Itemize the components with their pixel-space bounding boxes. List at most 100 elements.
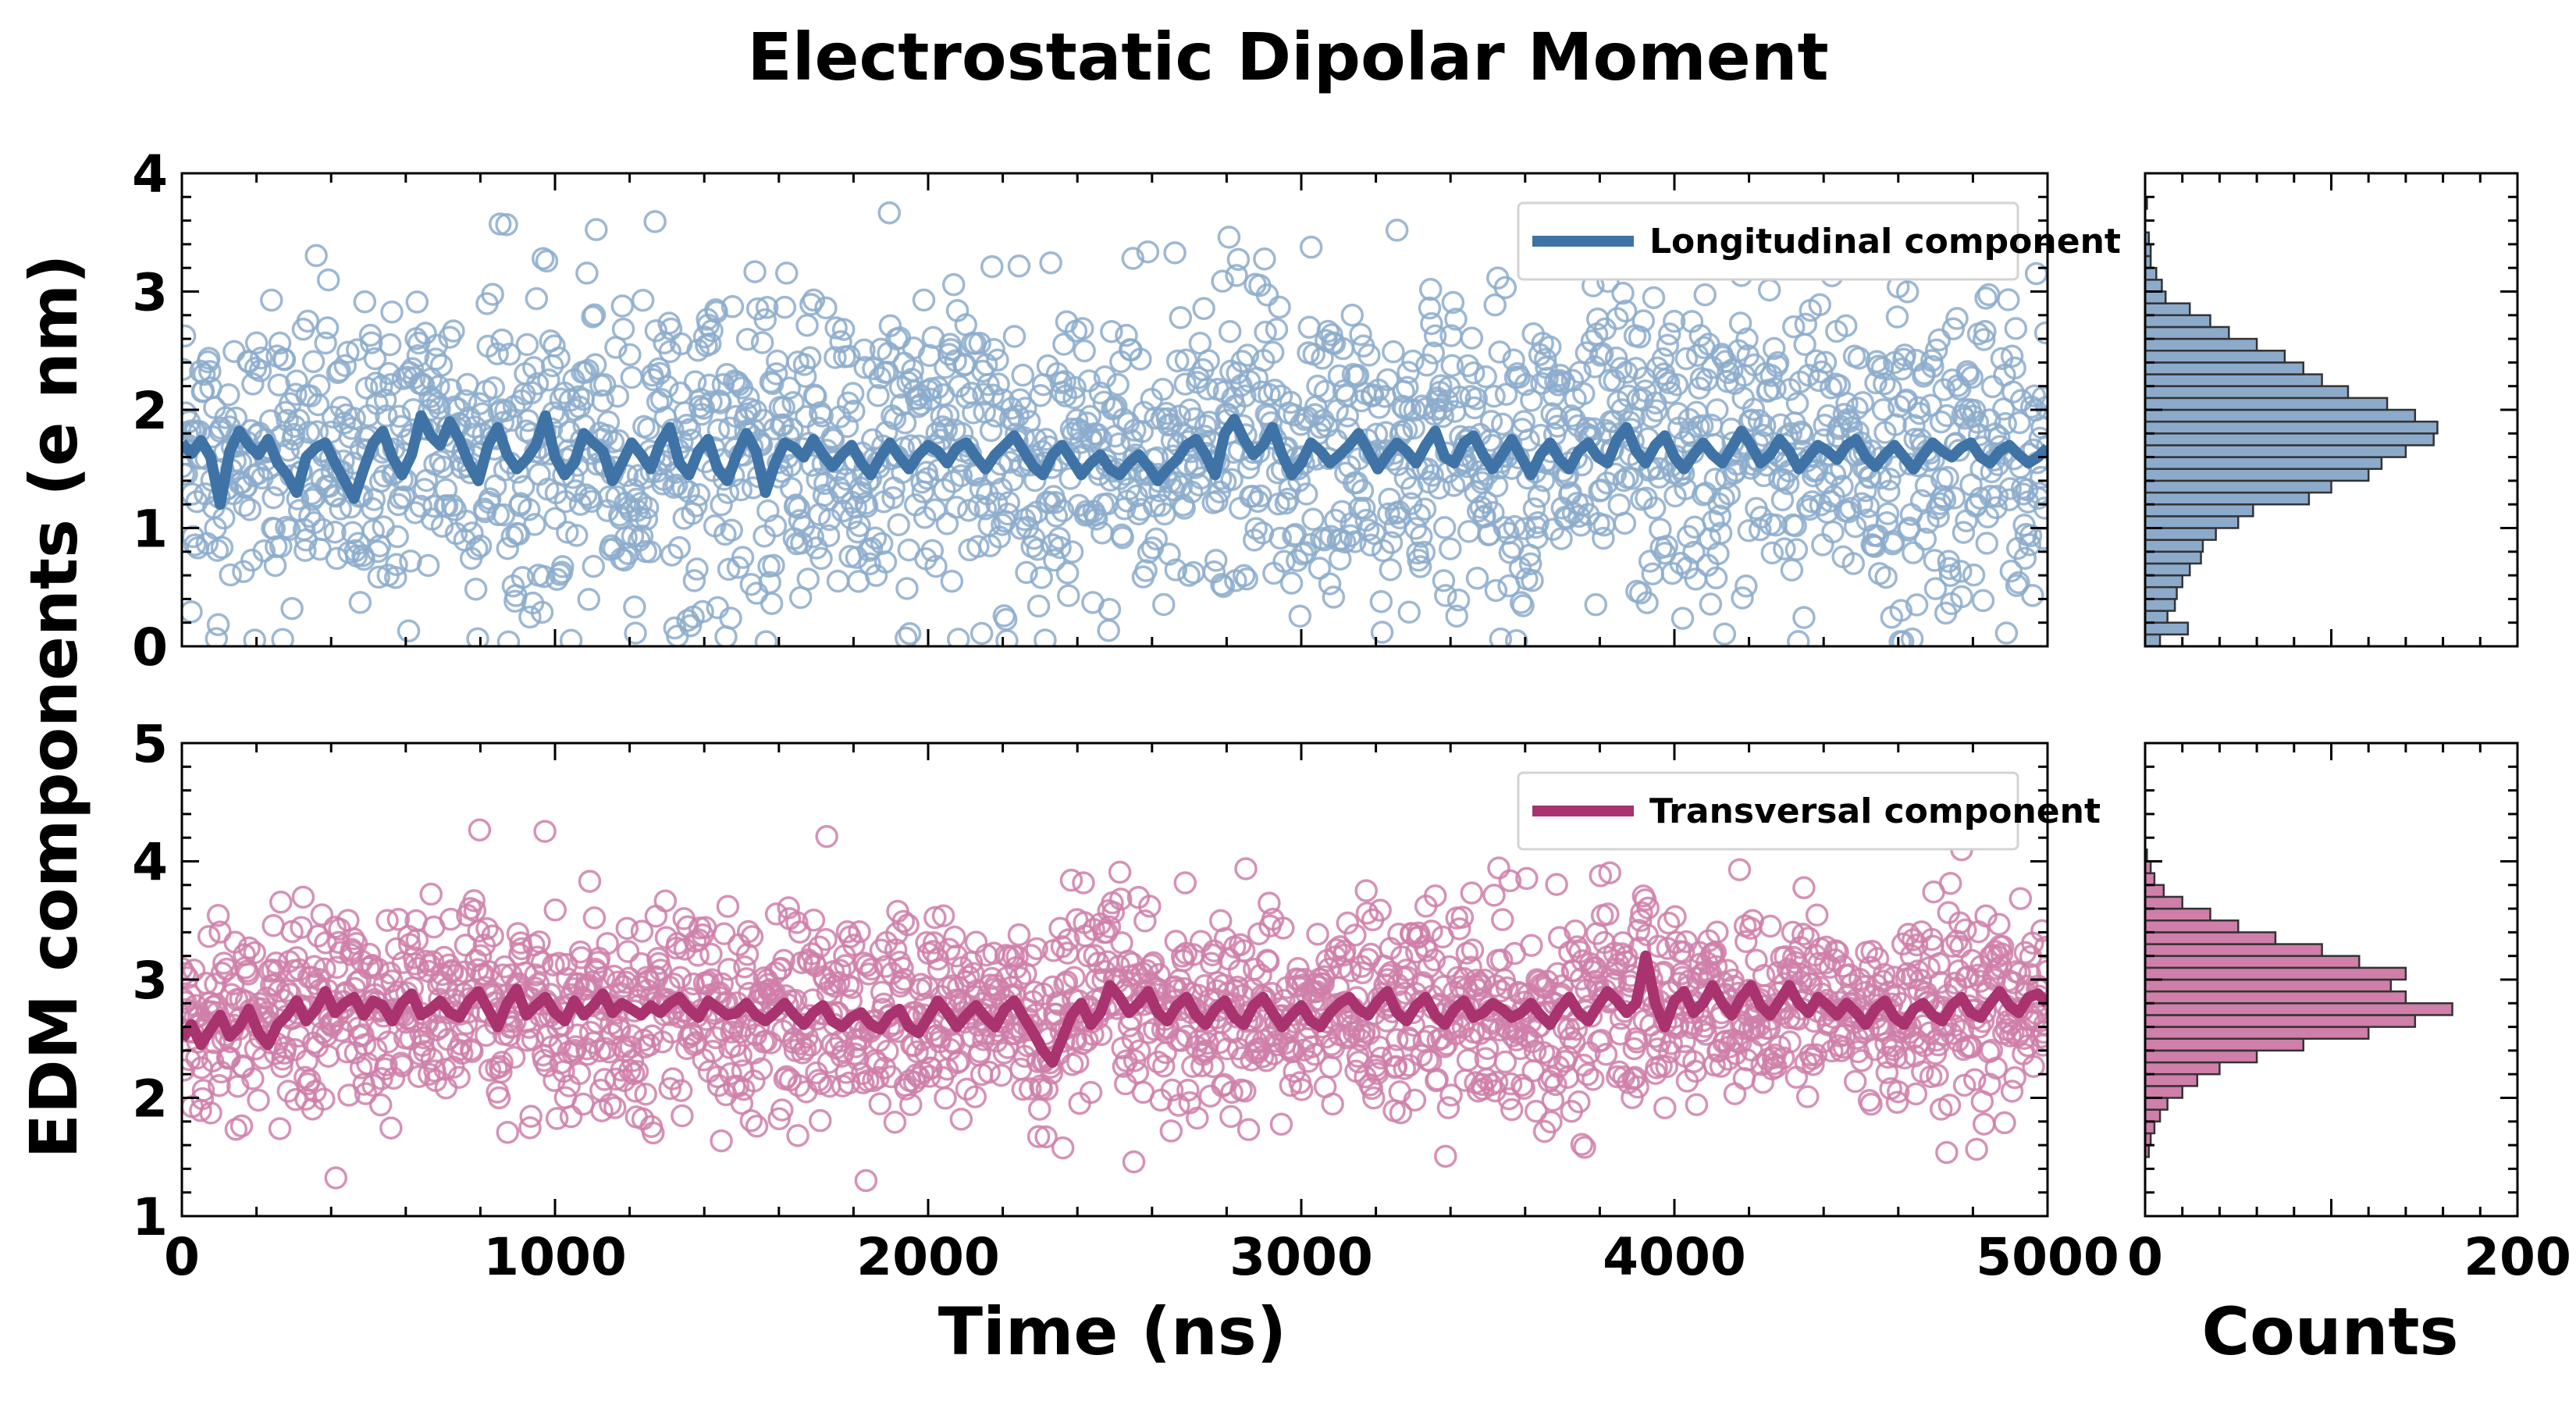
data-point xyxy=(1570,1133,1594,1156)
data-point xyxy=(607,1018,632,1041)
data-point xyxy=(1485,474,1509,498)
data-point xyxy=(906,1040,929,1064)
data-point xyxy=(1889,599,1913,622)
data-point xyxy=(1628,325,1652,349)
data-point xyxy=(1717,482,1742,506)
data-point xyxy=(784,493,808,517)
data-point xyxy=(533,820,557,843)
data-point xyxy=(687,483,711,507)
data-point xyxy=(1354,879,1378,902)
data-point xyxy=(1444,308,1468,331)
data-point xyxy=(1268,526,1292,550)
data-point xyxy=(770,1098,794,1122)
data-point xyxy=(1518,552,1542,576)
data-point xyxy=(519,1104,543,1128)
data-point xyxy=(795,314,819,337)
data-point xyxy=(949,1108,973,1131)
data-point xyxy=(1011,1077,1034,1101)
data-point xyxy=(1279,390,1303,414)
data-point xyxy=(241,372,265,396)
data-point xyxy=(1123,418,1147,442)
data-point xyxy=(1984,496,2008,520)
data-point xyxy=(1971,589,1995,613)
data-point xyxy=(2033,1012,2048,1036)
data-point xyxy=(697,373,721,397)
data-point xyxy=(1873,372,1896,396)
data-point xyxy=(1052,333,1076,356)
data-point xyxy=(404,952,427,976)
histogram-bar xyxy=(2144,302,2191,317)
data-point xyxy=(1434,584,1457,607)
histogram-bar xyxy=(2144,978,2393,993)
data-point xyxy=(497,343,521,366)
data-point xyxy=(486,342,509,366)
data-point xyxy=(303,955,326,978)
x-tick-label: 4000 xyxy=(1603,1227,1746,1287)
data-point xyxy=(1186,1106,1209,1130)
data-point xyxy=(706,418,731,442)
data-point xyxy=(1029,383,1052,407)
data-point xyxy=(405,290,429,314)
data-point xyxy=(1653,1096,1677,1120)
data-point xyxy=(753,308,777,332)
histogram-bar xyxy=(2144,1049,2258,1064)
histogram-bar xyxy=(2144,633,2161,648)
data-point xyxy=(677,480,700,503)
data-point xyxy=(1397,361,1420,384)
data-point xyxy=(1785,392,1809,415)
data-point xyxy=(440,960,464,984)
data-point xyxy=(671,1104,694,1128)
data-point xyxy=(699,390,723,414)
data-point xyxy=(384,566,407,589)
data-point xyxy=(1313,379,1337,404)
data-point xyxy=(454,510,479,533)
x-tick-label: 5000 xyxy=(1976,1227,2119,1287)
data-point xyxy=(955,386,979,409)
data-point xyxy=(1217,226,1241,249)
data-point xyxy=(1122,1150,1146,1174)
data-point xyxy=(899,1093,923,1116)
data-point xyxy=(574,483,598,507)
data-point xyxy=(842,934,866,957)
data-point xyxy=(585,1010,609,1034)
data-point xyxy=(1500,1097,1524,1122)
data-point xyxy=(1339,959,1362,983)
data-point xyxy=(710,493,733,517)
data-point xyxy=(434,478,458,501)
data-point xyxy=(2024,261,2048,286)
data-point xyxy=(1984,1056,2008,1080)
data-point xyxy=(637,417,660,440)
data-point xyxy=(323,520,347,544)
data-point xyxy=(1530,372,1553,395)
data-point xyxy=(224,1118,248,1141)
data-point xyxy=(1244,517,1268,540)
data-point xyxy=(597,485,621,509)
data-point xyxy=(280,596,304,621)
data-point xyxy=(916,379,941,403)
data-point xyxy=(232,560,255,584)
data-point xyxy=(1463,396,1486,420)
x-tick-label: 3000 xyxy=(1229,1227,1373,1287)
data-point xyxy=(1062,966,1086,990)
data-point xyxy=(839,989,863,1012)
data-point xyxy=(1440,354,1464,378)
data-point xyxy=(1757,278,1781,302)
data-point xyxy=(1176,1078,1200,1102)
data-point xyxy=(895,626,918,646)
data-point xyxy=(791,1041,814,1065)
data-point xyxy=(1904,1082,1928,1106)
data-point xyxy=(1805,903,1829,927)
data-point xyxy=(325,546,349,571)
data-point xyxy=(1163,241,1187,265)
data-point xyxy=(556,521,579,544)
data-point xyxy=(1285,549,1309,572)
data-point xyxy=(596,931,619,955)
data-point xyxy=(1900,627,1924,646)
data-point xyxy=(762,553,785,578)
data-point xyxy=(639,540,662,564)
data-point xyxy=(1544,1072,1567,1097)
data-point xyxy=(1030,566,1053,589)
panel-top: 0 1 2 3 4 Longitudinal component xyxy=(132,144,2121,678)
data-point xyxy=(1072,871,1095,895)
